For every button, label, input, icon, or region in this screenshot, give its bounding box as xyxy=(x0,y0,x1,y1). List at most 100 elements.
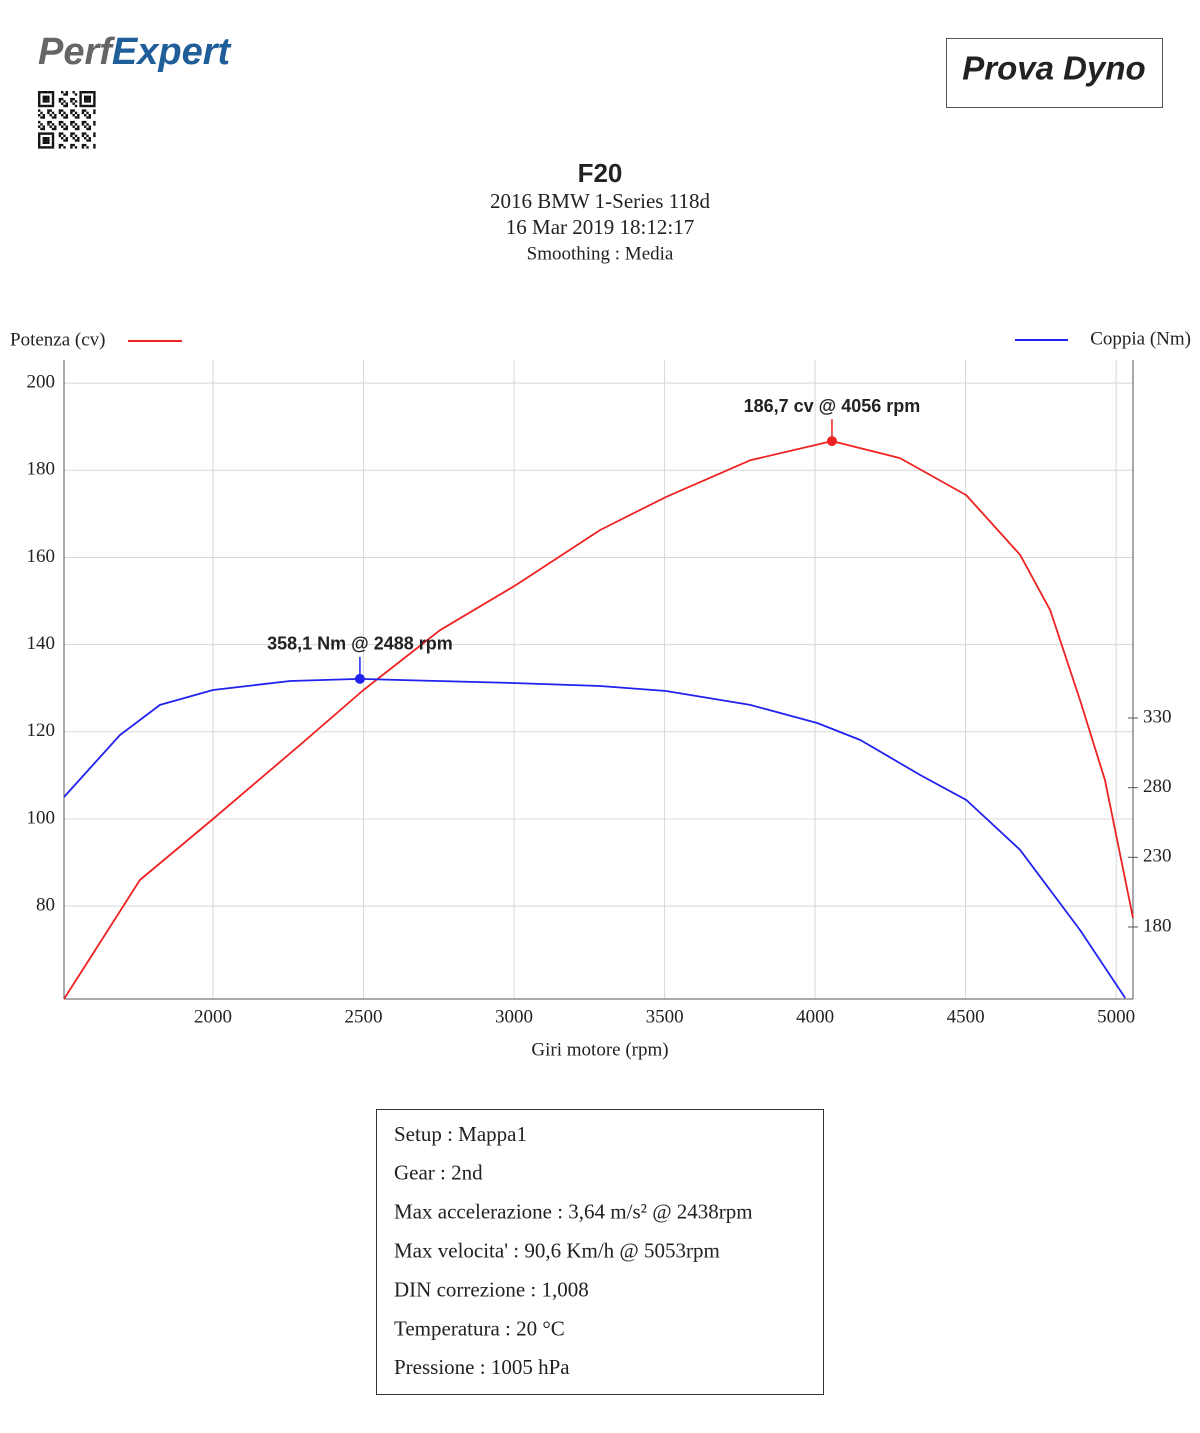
badge-box xyxy=(946,38,1163,108)
qr-cell xyxy=(47,120,50,124)
qr-cell xyxy=(86,127,89,131)
qr-cell xyxy=(51,123,55,126)
qr-cell xyxy=(51,97,55,101)
qr-cell xyxy=(93,120,96,124)
qr-cell xyxy=(65,127,68,131)
qr-cell xyxy=(61,137,64,140)
peak-marker xyxy=(826,436,837,447)
info-line: Gear : 2nd xyxy=(394,1161,483,1185)
qr-cell xyxy=(72,109,75,112)
qr-cell xyxy=(47,139,50,142)
qr-cell xyxy=(65,91,68,94)
qr-cell xyxy=(63,111,66,115)
qr-cell xyxy=(74,100,78,103)
qr-cell xyxy=(47,141,50,144)
qr-cell xyxy=(86,104,89,108)
qr-cell xyxy=(40,123,43,126)
qr-cell xyxy=(93,102,96,105)
qr-cell xyxy=(70,134,73,138)
qr-cell xyxy=(88,91,91,94)
qr-cell xyxy=(42,95,45,98)
qr-cell xyxy=(40,111,43,115)
qr-cell xyxy=(58,111,62,115)
qr-cell xyxy=(74,111,78,115)
qr-cell xyxy=(49,125,52,128)
qr-cell xyxy=(42,116,45,119)
y-tick-label: 140 xyxy=(27,633,56,654)
qr-cell xyxy=(70,123,73,126)
logo: PerfExpert xyxy=(38,31,232,73)
qr-cell xyxy=(42,127,45,131)
qr-cell xyxy=(38,137,41,140)
qr-cell xyxy=(72,102,75,105)
subtitle: Smoothing : Media xyxy=(527,243,674,264)
qr-cell xyxy=(86,139,89,142)
qr-cell xyxy=(38,102,41,105)
qr-cell xyxy=(90,91,94,94)
qr-cell xyxy=(58,132,62,135)
qr-cell xyxy=(79,93,82,96)
qr-cell xyxy=(72,132,75,135)
qr-cell xyxy=(47,100,50,103)
peak-marker xyxy=(354,673,365,684)
qr-cell xyxy=(49,114,52,117)
qr-cell xyxy=(86,91,89,94)
qr-cell xyxy=(84,120,87,124)
qr-cell xyxy=(38,134,41,138)
qr-cell xyxy=(65,137,68,140)
qr-cell xyxy=(38,114,41,117)
qr-cell xyxy=(81,109,85,112)
qr-cell xyxy=(93,104,96,108)
qr-cell xyxy=(58,97,62,101)
qr-cell xyxy=(61,143,64,147)
qr-cell xyxy=(38,141,41,144)
qr-cell xyxy=(61,91,64,94)
qr-cell xyxy=(88,100,91,103)
y-tick-label: 100 xyxy=(27,807,56,828)
qr-cell xyxy=(81,132,85,135)
y-tick-label: 200 xyxy=(27,371,56,392)
qr-cell xyxy=(72,125,75,128)
qr-cell xyxy=(58,143,62,147)
qr-cell xyxy=(93,97,96,101)
qr-cell xyxy=(84,97,87,101)
qr-cell xyxy=(84,114,87,117)
qr-cell xyxy=(63,123,66,126)
qr-cell xyxy=(88,97,91,101)
qr-cell xyxy=(42,141,45,144)
y2-tick-label: 230 xyxy=(1143,846,1172,867)
qr-cell xyxy=(58,134,62,138)
qr-cell xyxy=(70,100,73,103)
qr-cell xyxy=(88,127,91,131)
qr-cell xyxy=(70,120,73,124)
qr-cell xyxy=(38,146,41,149)
qr-cell xyxy=(58,123,62,126)
qr-cell xyxy=(88,125,91,128)
qr-cell xyxy=(65,116,68,119)
qr-cell xyxy=(93,123,96,126)
qr-cell xyxy=(74,123,78,126)
qr-cell xyxy=(74,146,78,149)
y2-tick-label: 280 xyxy=(1143,776,1172,797)
qr-cell xyxy=(63,139,66,142)
qr-cell xyxy=(51,143,55,147)
qr-cell xyxy=(65,104,68,108)
qr-cell xyxy=(74,139,78,142)
qr-cell xyxy=(61,97,64,101)
info-box xyxy=(376,1109,824,1395)
qr-cell xyxy=(44,146,48,149)
qr-cell xyxy=(58,100,62,103)
qr-cell xyxy=(93,111,96,115)
qr-cell xyxy=(81,123,85,126)
qr-cell xyxy=(65,102,68,105)
qr-cell xyxy=(47,111,50,115)
qr-cell xyxy=(86,116,89,119)
qr-code xyxy=(38,91,96,149)
qr-cell xyxy=(79,95,82,98)
qr-cell xyxy=(79,97,82,101)
qr-cell xyxy=(47,109,50,112)
y-tick-label: 180 xyxy=(27,459,56,480)
qr-cell xyxy=(40,127,43,131)
qr-cell xyxy=(44,95,48,98)
qr-cell xyxy=(63,93,66,96)
